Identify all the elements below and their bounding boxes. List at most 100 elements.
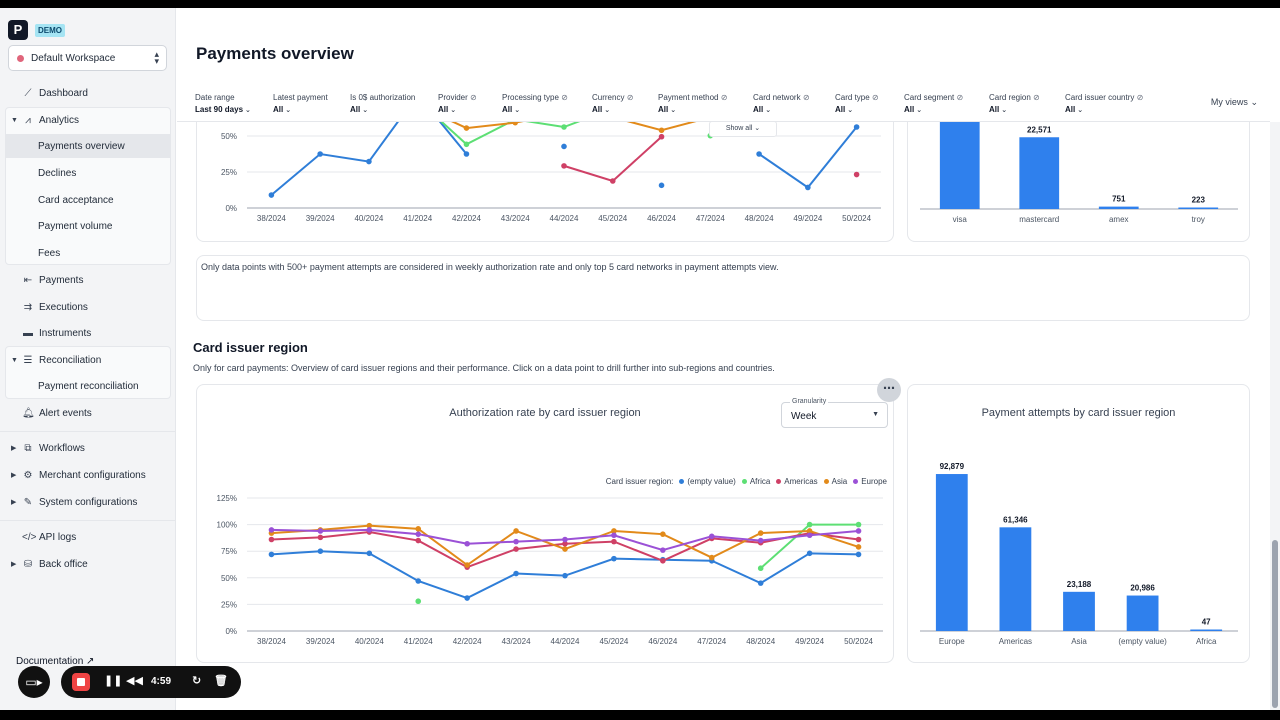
info-note-card: Only data points with 500+ payment attem… bbox=[196, 255, 1250, 321]
workspace-dot-icon bbox=[17, 54, 24, 62]
filter-card-segment[interactable]: Card segment ⊘ All ⌄ bbox=[904, 93, 963, 114]
sidebar-subitem-fees[interactable]: Fees bbox=[38, 247, 61, 259]
filter-date-range[interactable]: Date range Last 90 days ⌄ bbox=[195, 93, 251, 114]
data-point bbox=[562, 536, 568, 543]
filter-processing-type[interactable]: Processing type ⊘ All ⌄ bbox=[502, 93, 568, 114]
restart-button[interactable]: ↻ bbox=[192, 675, 202, 687]
data-point bbox=[366, 522, 373, 529]
legend-item-asia[interactable]: Asia bbox=[823, 477, 847, 486]
sidebar-item-executions[interactable]: ⇉ Executions bbox=[0, 296, 176, 318]
bar bbox=[999, 527, 1032, 631]
scrollbar[interactable] bbox=[1270, 122, 1280, 710]
series-line bbox=[563, 135, 663, 183]
delete-recording-button[interactable]: 🗑︎ bbox=[214, 675, 228, 687]
link-icon: ⊘ bbox=[956, 93, 964, 102]
legend-item-africa[interactable]: Africa bbox=[741, 477, 770, 486]
sidebar-item-analytics[interactable]: ▼ ⩘ Analytics bbox=[0, 109, 176, 131]
y-tick-label: 50% bbox=[221, 574, 237, 583]
show-all-button[interactable]: Show all ⌄ bbox=[709, 121, 777, 137]
x-tick-label: amex bbox=[1109, 215, 1129, 224]
legend-item-americas[interactable]: Americas bbox=[776, 477, 818, 486]
sidebar-item-instruments[interactable]: ▬ Instruments bbox=[0, 322, 176, 344]
sidebar-item-back-office[interactable]: ▶ ⛁ Back office bbox=[0, 553, 176, 575]
sidebar-item-dashboard[interactable]: ⟋ Dashboard bbox=[0, 82, 176, 104]
sidebar-subitem-declines[interactable]: Declines bbox=[38, 167, 77, 179]
data-point bbox=[562, 572, 568, 579]
camera-toggle-button[interactable]: ▭▸ bbox=[18, 666, 50, 698]
sidebar-item-system-configurations[interactable]: ▶ ✎ System configurations bbox=[0, 491, 176, 513]
x-tick-label: 49/2024 bbox=[795, 637, 824, 646]
sidebar-item-reconciliation[interactable]: ▼ ☰ Reconciliation bbox=[0, 349, 176, 371]
documentation-link[interactable]: Documentation ↗ bbox=[16, 656, 94, 667]
data-point bbox=[366, 527, 373, 533]
payments-icon: ⇤ bbox=[23, 274, 33, 286]
analytics-group bbox=[5, 107, 171, 265]
data-point bbox=[855, 536, 862, 543]
filter-value: All bbox=[1065, 105, 1076, 114]
data-point bbox=[757, 537, 764, 544]
scrollbar-thumb[interactable] bbox=[1272, 540, 1278, 708]
filter-zero-auth[interactable]: Is 0$ authorization All ⌄ bbox=[350, 93, 415, 114]
pause-button[interactable]: ❚❚ bbox=[104, 675, 123, 687]
caret-right-icon: ▶ bbox=[11, 472, 17, 479]
link-icon: ⊘ bbox=[871, 93, 879, 102]
filter-latest-payment[interactable]: Latest payment All ⌄ bbox=[273, 93, 328, 114]
x-tick-label: visa bbox=[953, 215, 968, 224]
weekly-auth-rate-card: 0%25%50%75%38/202439/202440/202441/20244… bbox=[196, 108, 894, 242]
filter-payment-method[interactable]: Payment method ⊘ All ⌄ bbox=[658, 93, 727, 114]
filter-value: All bbox=[989, 105, 1000, 114]
data-point bbox=[463, 151, 470, 157]
caret-down-icon: ▼ bbox=[11, 356, 18, 364]
x-tick-label: 43/2024 bbox=[502, 637, 531, 646]
filter-card-issuer-country[interactable]: Card issuer country ⊘ All ⌄ bbox=[1065, 93, 1143, 114]
database-icon: ⛁ bbox=[23, 558, 33, 570]
legend-item-europe[interactable]: Europe bbox=[853, 477, 887, 486]
x-tick-label: 45/2024 bbox=[599, 637, 628, 646]
stop-recording-button[interactable] bbox=[72, 673, 90, 691]
more-options-button[interactable]: ⋯ bbox=[877, 378, 901, 402]
bar-value-label: 751 bbox=[1112, 195, 1126, 204]
app-window: P DEMO Default Workspace ▴ ▾ ⟋ Dashboard … bbox=[0, 8, 1280, 710]
sidebar-item-api-logs[interactable]: </> API logs bbox=[0, 526, 176, 548]
sidebar-item-merchant-configurations[interactable]: ▶ ⚙ Merchant configurations bbox=[0, 464, 176, 486]
x-tick-label: 45/2024 bbox=[598, 214, 627, 223]
video-camera-icon: ▭▸ bbox=[25, 675, 43, 689]
filter-label: Card issuer country bbox=[1065, 93, 1135, 102]
granularity-value: Week bbox=[791, 411, 817, 422]
sidebar-subitem-payments-overview[interactable]: Payments overview bbox=[5, 134, 170, 158]
bar-value-label: 20,986 bbox=[1130, 584, 1155, 593]
rewind-button[interactable]: ◀◀ bbox=[126, 675, 143, 687]
data-point bbox=[855, 521, 862, 528]
y-tick-label: 25% bbox=[221, 168, 237, 177]
filter-label: Card network bbox=[753, 93, 801, 102]
sidebar-item-payments[interactable]: ⇤ Payments bbox=[0, 269, 176, 291]
sidebar-item-alert-events[interactable]: 🔔︎ Alert events bbox=[0, 402, 176, 424]
app-logo[interactable]: P bbox=[8, 20, 28, 40]
data-point bbox=[366, 158, 372, 165]
filter-currency[interactable]: Currency ⊘ All ⌄ bbox=[592, 93, 633, 114]
sidebar-subitem-payment-volume[interactable]: Payment volume bbox=[38, 220, 113, 232]
granularity-select[interactable]: Granularity Week ▼ bbox=[781, 398, 888, 428]
filter-card-region[interactable]: Card region ⊘ All ⌄ bbox=[989, 93, 1040, 114]
attempts-by-region-card: Payment attempts by card issuer region 9… bbox=[907, 384, 1250, 663]
sidebar-item-workflows[interactable]: ▶ ⧉ Workflows bbox=[0, 437, 176, 459]
bar-value-label: 61,346 bbox=[1003, 515, 1028, 524]
filter-label: Latest payment bbox=[273, 93, 328, 102]
filter-card-network[interactable]: Card network ⊘ All ⌄ bbox=[753, 93, 810, 114]
sidebar-subitem-payment-reconciliation[interactable]: Payment reconciliation bbox=[38, 380, 139, 392]
external-link-icon: ↗ bbox=[86, 656, 95, 667]
chart-legend: Card issuer region: (empty value) Africa… bbox=[606, 477, 887, 486]
my-views-dropdown[interactable]: My views ⌄ bbox=[1211, 97, 1258, 108]
workspace-selector[interactable]: Default Workspace ▴ ▾ bbox=[8, 45, 167, 71]
filter-provider[interactable]: Provider ⊘ All ⌄ bbox=[438, 93, 477, 114]
legend-item-empty[interactable]: (empty value) bbox=[679, 477, 736, 486]
filter-card-type[interactable]: Card type ⊘ All ⌄ bbox=[835, 93, 879, 114]
x-tick-label: 41/2024 bbox=[404, 637, 433, 646]
sidebar-item-label: Analytics bbox=[39, 114, 80, 126]
sidebar-subitem-card-acceptance[interactable]: Card acceptance bbox=[38, 194, 114, 206]
legend-title: Card issuer region: bbox=[605, 477, 674, 486]
workspace-name: Default Workspace bbox=[31, 52, 116, 64]
filter-label: Card segment bbox=[904, 93, 955, 102]
bar-value-label: 47 bbox=[1202, 618, 1211, 627]
sidebar-divider bbox=[0, 520, 176, 521]
